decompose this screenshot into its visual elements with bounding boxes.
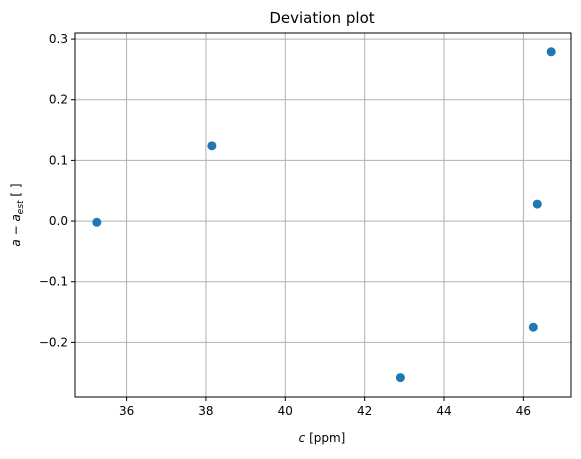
chart-title: Deviation plot [269,9,374,27]
x-axis-label: c [ppm] [299,431,346,445]
x-tick-label: 38 [198,404,213,418]
x-tick-label: 44 [436,404,451,418]
y-tick-label: 0.3 [49,32,68,46]
scatter-point [207,141,217,151]
x-tick-label: 42 [357,404,372,418]
scatter-point [532,199,542,209]
x-axis-label-var: c [299,431,306,445]
y-axis-label-main: a − a [9,214,23,246]
x-axis-label-unit: [ppm] [305,431,345,445]
y-axis-label-sub: est [16,200,26,214]
x-tick-label: 40 [278,404,293,418]
plot-frame [74,32,572,398]
y-tick-label: −0.1 [39,275,68,289]
y-axis-label: a − aest [ ] [9,183,26,246]
y-axis-label-unit: [ ] [9,183,23,200]
scatter-point [546,47,556,57]
y-tick-label: 0.1 [49,153,68,167]
x-tick-label: 46 [516,404,531,418]
y-tick-label: 0.2 [49,93,68,107]
grid [75,33,571,397]
y-tick-label: 0.0 [49,214,68,228]
scatter-point [528,322,538,332]
scatter-point [395,373,405,383]
y-tick-label: −0.2 [39,335,68,349]
x-tick-label: 36 [119,404,134,418]
ticks: 36 38 40 42 44 46 −0.2 −0.1 0.0 0.1 0.2 0.3 [39,32,531,418]
scatter-point [92,217,102,227]
data-points [92,47,556,383]
